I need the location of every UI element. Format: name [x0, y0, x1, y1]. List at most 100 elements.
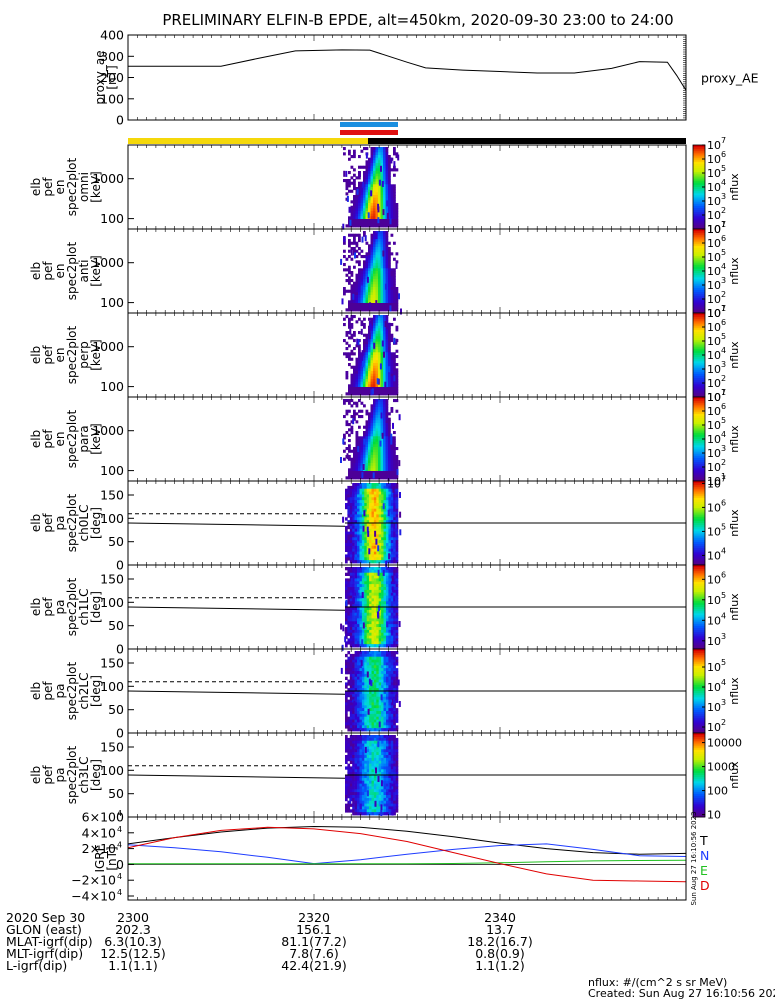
heatmap-cell [365, 449, 369, 453]
heatmap-cell [393, 389, 396, 393]
colorbar-segment [693, 495, 705, 499]
heatmap-cell [375, 255, 379, 259]
heatmap-cell [373, 716, 377, 720]
colorbar-segment [693, 617, 705, 621]
heatmap-cell [366, 719, 370, 723]
heatmap-cell [395, 399, 399, 403]
heatmap-cell [395, 260, 399, 264]
heatmap-cell [373, 463, 376, 467]
heatmap-cell [386, 525, 389, 530]
heatmap-cell [369, 592, 372, 596]
heatmap-cell [358, 349, 361, 353]
heatmap-cell [347, 514, 351, 518]
heatmap-cell [375, 305, 379, 309]
heatmap-cell [357, 638, 360, 642]
heatmap-cell [365, 363, 369, 367]
heatmap-cell [355, 463, 359, 467]
heatmap-cell [369, 517, 372, 521]
heatmap-cell [352, 293, 355, 300]
heatmap-cell [354, 523, 358, 527]
heatmap-cell [390, 373, 394, 377]
colorbar-segment [693, 596, 705, 600]
heatmap-cell [353, 449, 356, 453]
heatmap-cell [376, 483, 379, 487]
colorbar-segment [693, 590, 705, 593]
heatmap-cell [390, 621, 394, 625]
heatmap-cell [347, 615, 351, 619]
heatmap-cell [393, 618, 396, 622]
heatmap-cell [373, 635, 377, 639]
heatmap-cell [350, 271, 354, 275]
heatmap-cell [383, 163, 386, 167]
heatmap-cell [373, 399, 376, 403]
heatmap-cell [380, 352, 384, 356]
heatmap-cell [393, 355, 396, 359]
heatmap-cell [369, 656, 372, 660]
heatmap-cell [365, 463, 369, 467]
heatmap-cell [359, 551, 363, 555]
heatmap-cell [393, 517, 396, 521]
y-axis-label: [deg] [89, 591, 103, 623]
heatmap-cell [373, 431, 376, 435]
heatmap-cell [348, 423, 351, 427]
heatmap-cell [355, 233, 359, 237]
heatmap-cell [347, 621, 351, 625]
heatmap-cell [378, 187, 381, 191]
colorbar-segment [693, 439, 705, 442]
colorbar-segment [693, 199, 705, 203]
heatmap-cell [347, 523, 351, 527]
heatmap-cell [358, 263, 361, 267]
heatmap-cell [347, 708, 351, 712]
heatmap-cell [383, 587, 387, 591]
heatmap-cell [368, 333, 371, 340]
heatmap-cell [373, 485, 377, 490]
heatmap-cell [368, 297, 371, 301]
heatmap-cell [380, 149, 384, 153]
heatmap-cell [376, 497, 379, 501]
heatmap-cell [383, 420, 386, 424]
heatmap-cell [388, 165, 391, 169]
heatmap-cell [350, 428, 354, 432]
heatmap-cell [359, 517, 363, 521]
heatmap-cell [388, 531, 392, 535]
heatmap-cell [357, 505, 360, 510]
heatmap-cell [390, 460, 394, 464]
heatmap-cell [364, 483, 367, 487]
heatmap-cell [366, 587, 370, 591]
heatmap-cell [349, 699, 353, 703]
y-axis-label: pa [53, 516, 67, 531]
heatmap-cell [369, 545, 372, 550]
heatmap-cell [370, 433, 374, 437]
heatmap-cell [366, 653, 370, 658]
heatmap-cell [385, 147, 389, 151]
heatmap-cell [349, 629, 353, 634]
heatmap-cell [391, 575, 394, 582]
heatmap-cell [373, 412, 376, 416]
heatmap-cell [373, 165, 376, 169]
heatmap-cell [363, 379, 366, 383]
heatmap-cell [373, 725, 377, 729]
heatmap-cell [347, 497, 351, 501]
colorbar-segment [693, 575, 705, 579]
heatmap-cell [390, 444, 394, 448]
heatmap-cell [381, 612, 384, 616]
heatmap-cell [388, 360, 391, 364]
heatmap-cell [354, 716, 358, 720]
heatmap-cell [380, 376, 384, 380]
heatmap-cell [341, 644, 344, 651]
heatmap-cell [378, 554, 382, 558]
heatmap-cell [352, 596, 355, 603]
heatmap-cell [364, 702, 367, 706]
colorbar-tick-label: 10 [707, 391, 721, 404]
heatmap-cell [348, 447, 351, 451]
heatmap-cell [349, 523, 353, 527]
heatmap-cell [347, 569, 351, 574]
heatmap-cell [347, 503, 351, 507]
heatmap-cell [373, 589, 377, 594]
heatmap-cell [373, 152, 376, 156]
colorbar-segment [693, 250, 705, 253]
colorbar-segment [693, 231, 705, 234]
heatmap-cell [383, 436, 386, 440]
heatmap-cell [353, 297, 356, 301]
heatmap-cell [358, 455, 361, 459]
